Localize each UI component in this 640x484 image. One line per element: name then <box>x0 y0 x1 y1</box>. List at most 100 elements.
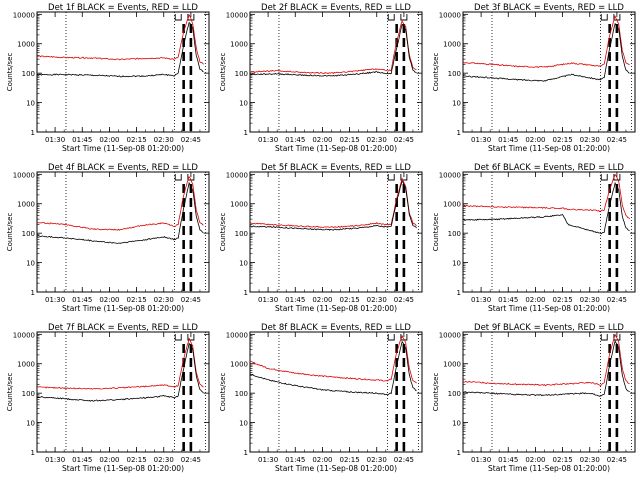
detector-panel: Det 1f BLACK = Events, RED = LLD 1 10 100 10… <box>6 3 210 153</box>
x-tick-label: 02:45 <box>181 296 201 304</box>
detector-panel: Det 3f BLACK = Events, RED = LLD 1 10 100 10… <box>432 3 636 153</box>
y-tick-label: 100 <box>22 230 35 238</box>
interval-bracket <box>174 334 182 341</box>
interval-bracket <box>387 14 395 21</box>
detector-panel: Det 5f BLACK = Events, RED = LLD 1 10 100 10… <box>219 163 423 313</box>
panel-title: Det 4f BLACK = Events, RED = LLD <box>48 163 198 173</box>
events-series-line <box>462 22 630 82</box>
x-tick-label: 02:45 <box>394 296 414 304</box>
lld-series-line <box>249 334 417 384</box>
y-axis-label: Counts/sec <box>432 213 440 252</box>
x-tick-label: 02:00 <box>99 296 119 304</box>
y-tick-label: 10 <box>239 420 248 428</box>
y-tick-label: 1 <box>244 449 248 457</box>
panel-title: Det 6f BLACK = Events, RED = LLD <box>474 163 624 173</box>
x-tick-label: 01:30 <box>471 136 491 144</box>
panel-title: Det 1f BLACK = Events, RED = LLD <box>48 3 198 13</box>
x-tick-label: 02:15 <box>126 456 146 464</box>
y-tick-label: 100 <box>448 70 461 78</box>
y-tick-label: 10000 <box>439 171 461 179</box>
x-tick-label: 02:30 <box>580 456 600 464</box>
x-tick-label: 02:15 <box>339 456 359 464</box>
x-tick-label: 01:45 <box>498 136 518 144</box>
x-tick-label: 01:45 <box>72 136 92 144</box>
panel-title: Det 3f BLACK = Events, RED = LLD <box>474 3 624 13</box>
x-tick-label: 01:45 <box>285 296 305 304</box>
events-series-line <box>249 180 417 231</box>
y-tick-label: 100 <box>448 390 461 398</box>
x-tick-label: 01:30 <box>258 136 278 144</box>
x-tick-label: 01:45 <box>72 296 92 304</box>
x-tick-label: 02:00 <box>99 136 119 144</box>
plot-frame <box>249 171 423 293</box>
x-tick-label: 02:15 <box>552 136 572 144</box>
x-tick-label: 02:30 <box>367 136 387 144</box>
x-tick-label: 02:00 <box>525 296 545 304</box>
plot-frame <box>462 11 636 133</box>
x-tick-label: 02:15 <box>126 296 146 304</box>
y-tick-label: 100 <box>22 70 35 78</box>
x-tick-label: 02:15 <box>339 296 359 304</box>
y-tick-label: 10 <box>26 420 35 428</box>
x-tick-label: 02:30 <box>580 296 600 304</box>
x-tick-label: 01:30 <box>45 456 65 464</box>
interval-bracket <box>600 334 608 341</box>
plot-frame <box>36 331 210 453</box>
detector-panel: Det 9f BLACK = Events, RED = LLD 1 10 100 10… <box>432 323 636 473</box>
x-tick-label: 02:00 <box>312 456 332 464</box>
x-tick-label: 02:15 <box>552 456 572 464</box>
x-tick-label: 02:30 <box>154 456 174 464</box>
y-tick-label: 1000 <box>230 361 248 369</box>
y-tick-label: 100 <box>22 390 35 398</box>
x-tick-label: 01:30 <box>45 136 65 144</box>
x-axis-label: Start Time (11-Sep-08 01:20:00) <box>62 144 184 153</box>
y-tick-label: 10000 <box>13 331 35 339</box>
lld-series-line <box>36 337 204 390</box>
y-axis-label: Counts/sec <box>432 53 440 92</box>
y-axis-label: Counts/sec <box>219 373 227 412</box>
plot-frame <box>36 11 210 133</box>
x-tick-label: 01:45 <box>285 456 305 464</box>
x-tick-label: 01:30 <box>45 296 65 304</box>
y-axis-label: Counts/sec <box>6 213 14 252</box>
y-tick-label: 1000 <box>230 201 248 209</box>
y-axis-label: Counts/sec <box>219 213 227 252</box>
panel-title: Det 9f BLACK = Events, RED = LLD <box>474 323 624 333</box>
y-tick-label: 10 <box>26 100 35 108</box>
x-tick-label: 02:45 <box>181 456 201 464</box>
x-tick-label: 02:45 <box>394 136 414 144</box>
interval-bracket <box>400 334 408 341</box>
y-tick-label: 10000 <box>13 11 35 19</box>
x-tick-label: 02:30 <box>154 296 174 304</box>
interval-bracket <box>400 14 408 21</box>
plot-frame <box>36 171 210 293</box>
lld-series-line <box>462 173 630 220</box>
plot-frame <box>462 171 636 293</box>
y-tick-label: 1000 <box>17 361 35 369</box>
y-axis-label: Counts/sec <box>432 373 440 412</box>
y-tick-label: 10000 <box>439 331 461 339</box>
x-tick-label: 02:15 <box>552 296 572 304</box>
interval-bracket <box>613 334 621 341</box>
lld-series-line <box>249 177 417 228</box>
interval-bracket <box>187 334 195 341</box>
y-axis-label: Counts/sec <box>219 53 227 92</box>
interval-bracket <box>387 174 395 181</box>
x-tick-label: 01:45 <box>498 296 518 304</box>
lld-series-line <box>36 13 204 65</box>
events-series-line <box>462 181 630 235</box>
y-tick-label: 1000 <box>443 41 461 49</box>
x-tick-label: 02:45 <box>607 296 627 304</box>
lld-series-line <box>462 333 630 386</box>
x-tick-label: 02:00 <box>525 456 545 464</box>
y-tick-label: 10000 <box>226 331 248 339</box>
x-tick-label: 02:45 <box>607 456 627 464</box>
y-tick-label: 1 <box>31 289 35 297</box>
y-tick-label: 1000 <box>230 41 248 49</box>
y-axis-label: Counts/sec <box>6 53 14 92</box>
x-tick-label: 02:15 <box>339 136 359 144</box>
x-axis-label: Start Time (11-Sep-08 01:20:00) <box>62 304 184 313</box>
events-series-line <box>36 181 204 244</box>
